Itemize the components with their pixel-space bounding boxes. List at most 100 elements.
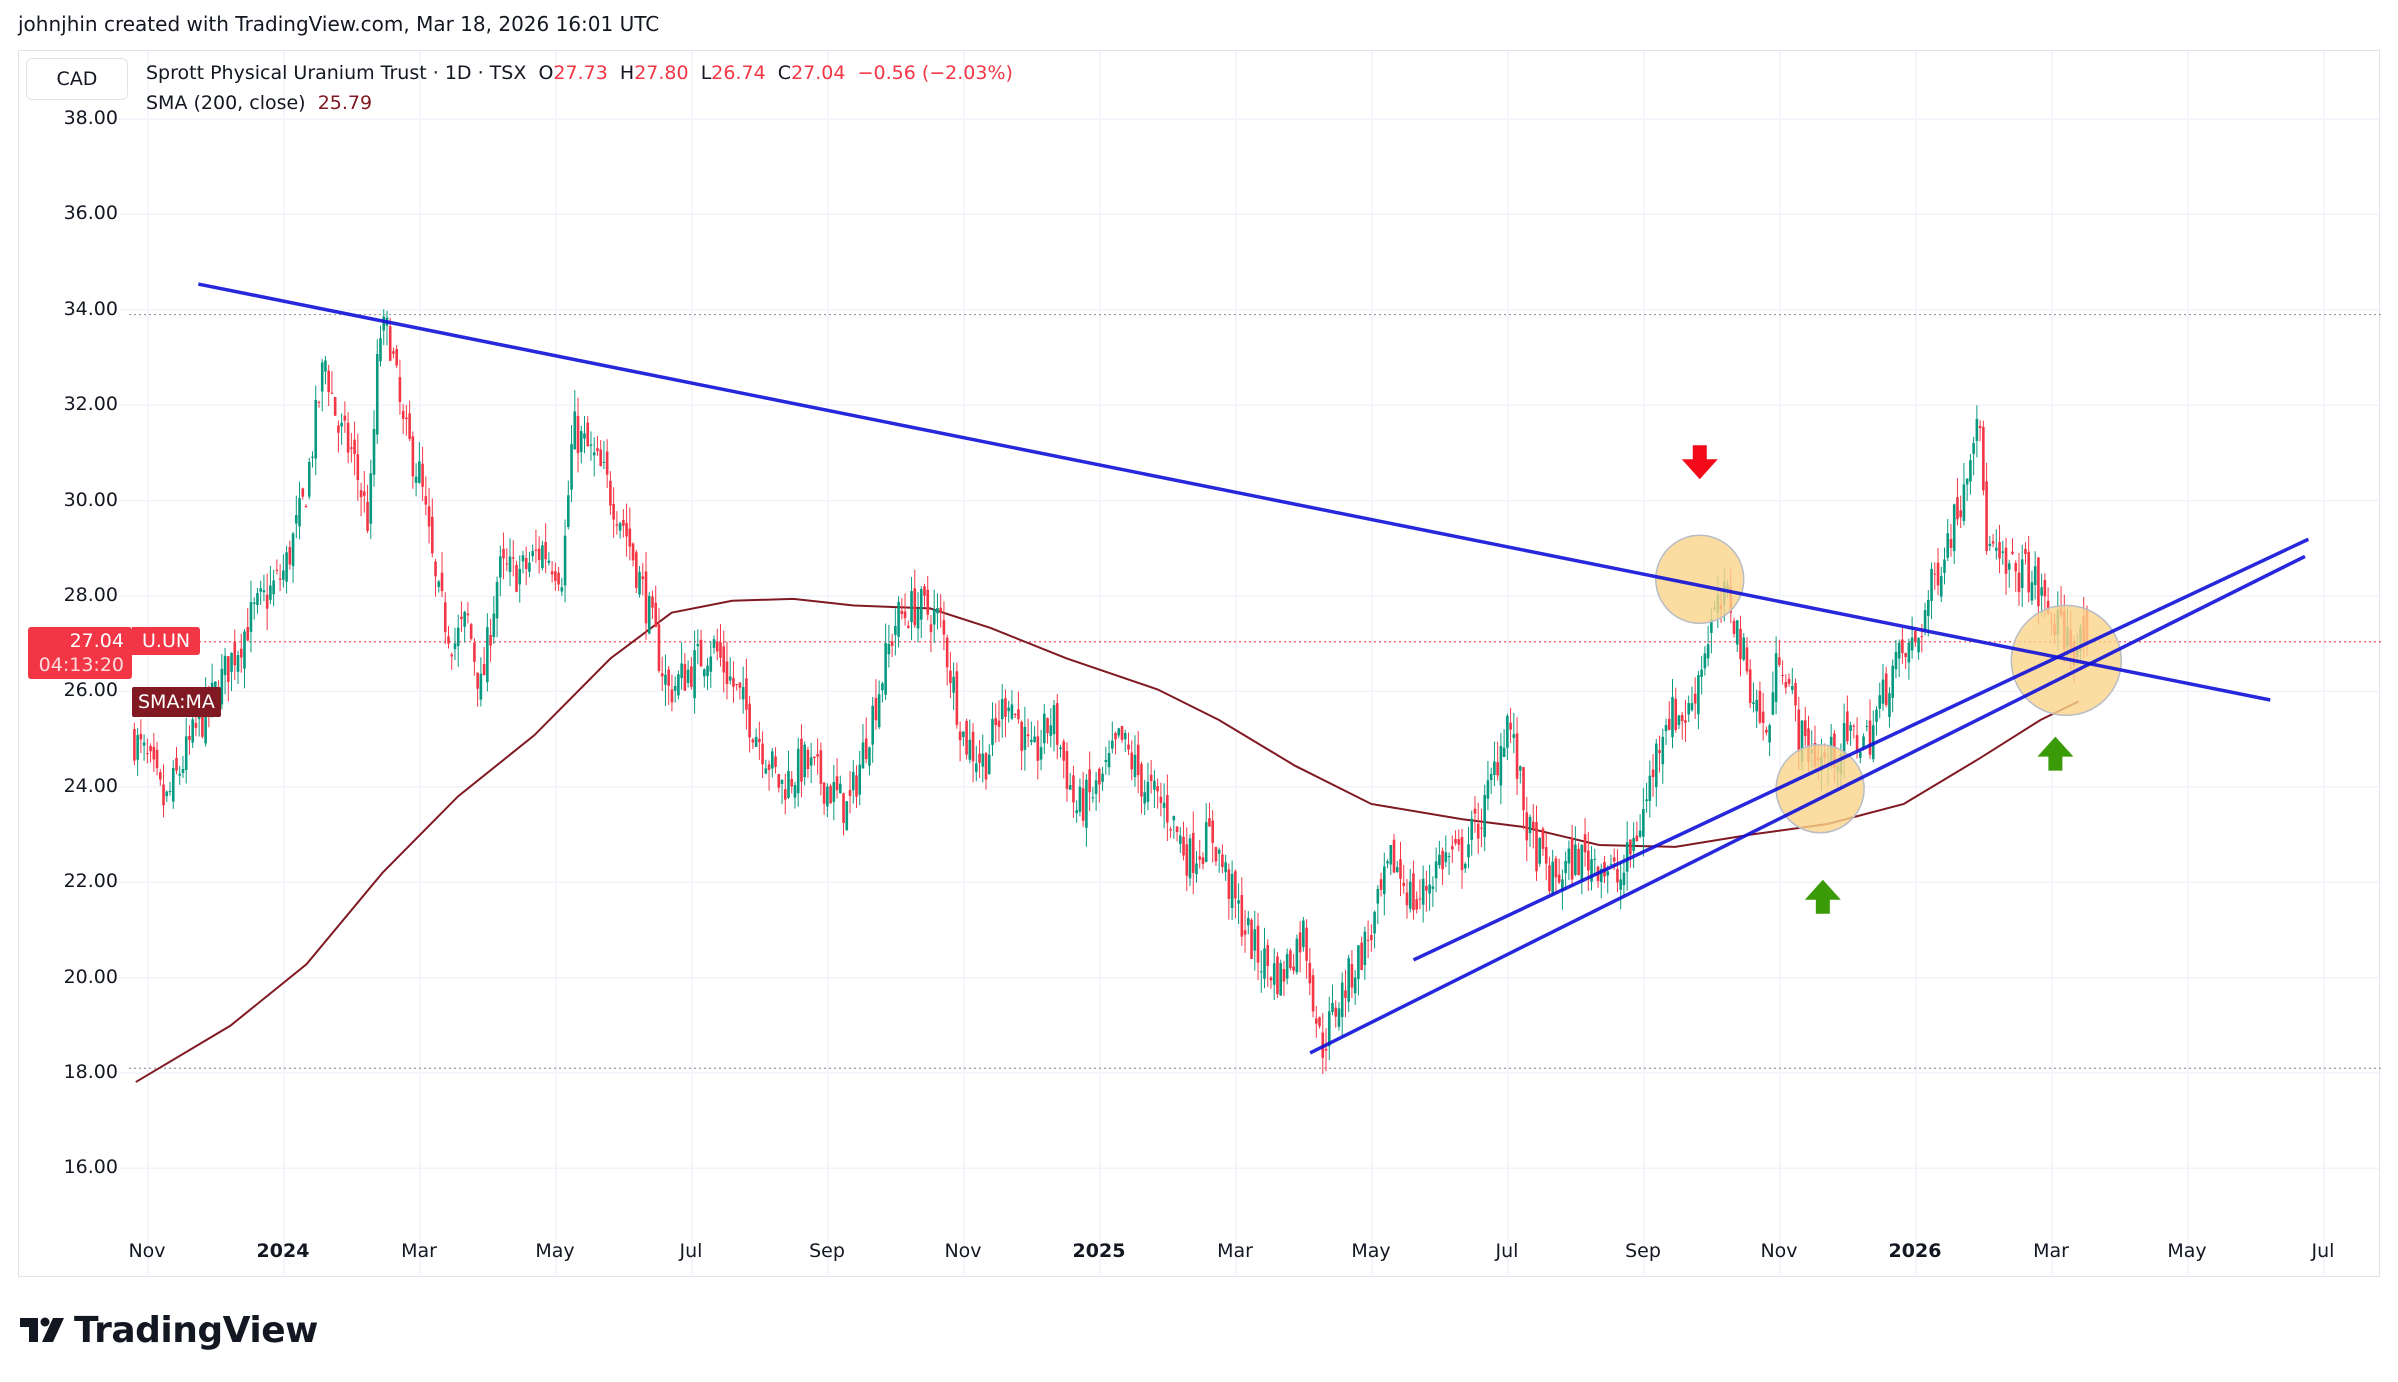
candle-body	[1263, 948, 1266, 979]
candle-body	[1101, 773, 1104, 782]
candle-body	[1622, 872, 1626, 886]
candle-body	[1509, 722, 1512, 730]
candle-body	[317, 401, 321, 403]
candle-body	[307, 462, 311, 497]
candle-body	[1340, 982, 1344, 1018]
candle-body	[835, 776, 839, 791]
symbol-title[interactable]: Sprott Physical Uranium Trust · 1D · TSX	[146, 62, 527, 84]
candle-body	[1363, 931, 1367, 966]
candle-body	[1855, 735, 1859, 751]
price-chart[interactable]	[19, 51, 2381, 1278]
candle-body	[375, 353, 379, 435]
candle-body	[1878, 695, 1882, 709]
candle-body	[1072, 775, 1075, 803]
candle-body	[1496, 762, 1499, 776]
candle-body	[1386, 861, 1389, 864]
candle-body	[136, 734, 139, 760]
candle-body	[725, 661, 729, 685]
candle-body	[1606, 871, 1610, 876]
tradingview-logo[interactable]: TradingView	[20, 1310, 318, 1351]
candle-body	[256, 592, 259, 605]
candle-body	[1667, 718, 1671, 730]
candle-body	[848, 790, 852, 796]
candle-body	[981, 753, 985, 767]
candle-body	[952, 676, 955, 693]
candle-body	[443, 602, 447, 633]
candle-body	[489, 634, 492, 646]
candle-body	[800, 738, 803, 782]
candle-body	[1587, 850, 1590, 871]
sma-label[interactable]: SMA (200, close)	[146, 92, 306, 114]
candle-body	[916, 608, 920, 629]
candle-body	[994, 718, 998, 725]
candle-body	[363, 491, 366, 496]
candle-body	[787, 770, 790, 798]
candle-body	[754, 736, 758, 747]
candle-body	[1127, 744, 1130, 750]
price-tick-label: 38.00	[63, 107, 118, 129]
candle-body	[1004, 698, 1007, 717]
candle-body	[450, 654, 454, 657]
candle-body	[1327, 1011, 1331, 1047]
candle-body	[1528, 816, 1532, 834]
candle-body	[1599, 868, 1603, 883]
chart-panel[interactable]	[18, 50, 2381, 1278]
candle-body	[2033, 566, 2037, 586]
candle-body	[269, 585, 272, 600]
candle-body	[1939, 576, 1943, 597]
candle-body	[1237, 900, 1240, 904]
candle-body	[719, 642, 722, 658]
candle-body	[1399, 859, 1402, 879]
candle-body	[2017, 572, 2021, 593]
candle-body	[884, 643, 887, 695]
candle-body	[1195, 863, 1198, 875]
candle-body	[745, 678, 748, 710]
candle-body	[1807, 728, 1810, 762]
bar-countdown: 04:13:20	[38, 654, 124, 676]
candle-body	[1276, 956, 1279, 995]
price-tick-label: 20.00	[63, 965, 118, 988]
candle-body	[152, 746, 156, 760]
currency-button[interactable]: CAD	[26, 58, 128, 100]
candle-body	[1010, 704, 1014, 719]
candle-body	[1735, 620, 1739, 645]
price-tick-label: 16.00	[63, 1156, 118, 1179]
candle-body	[388, 326, 392, 361]
symbol-legend: Sprott Physical Uranium Trust · 1D · TSX…	[146, 62, 1013, 84]
candle-body	[333, 396, 337, 416]
candle-body	[803, 744, 806, 778]
price-tick-label: 26.00	[63, 679, 118, 702]
candle-body	[1366, 939, 1370, 941]
candle-body	[275, 569, 279, 571]
candle-body	[1438, 854, 1441, 866]
candle-body	[761, 743, 764, 765]
candle-body	[1130, 752, 1134, 770]
candle-body	[1538, 838, 1542, 864]
candle-body	[392, 351, 395, 354]
candle-body	[680, 663, 683, 679]
candle-body	[855, 775, 858, 797]
candle-body	[644, 571, 648, 624]
candle-body	[1062, 741, 1066, 761]
candle-body	[826, 786, 829, 807]
candle-body	[949, 670, 952, 684]
candle-body	[932, 609, 936, 625]
candle-body	[1917, 638, 1920, 653]
candle-body	[1447, 856, 1451, 858]
candle-body	[1175, 826, 1179, 833]
candle-body	[1894, 651, 1898, 670]
candle-body	[2020, 559, 2024, 589]
candle-body	[1710, 619, 1713, 633]
candle-body	[1370, 935, 1373, 941]
candle-body	[628, 528, 632, 547]
candle-body	[683, 663, 687, 691]
tradingview-logo-icon	[20, 1317, 64, 1342]
sma-200-line	[135, 597, 2079, 1083]
candle-body	[418, 461, 421, 483]
candle-body	[337, 425, 340, 433]
candle-body	[874, 697, 878, 721]
candle-body	[816, 754, 819, 757]
candle-body	[1111, 740, 1114, 749]
candle-body	[1574, 844, 1577, 875]
candle-body	[1583, 834, 1587, 853]
